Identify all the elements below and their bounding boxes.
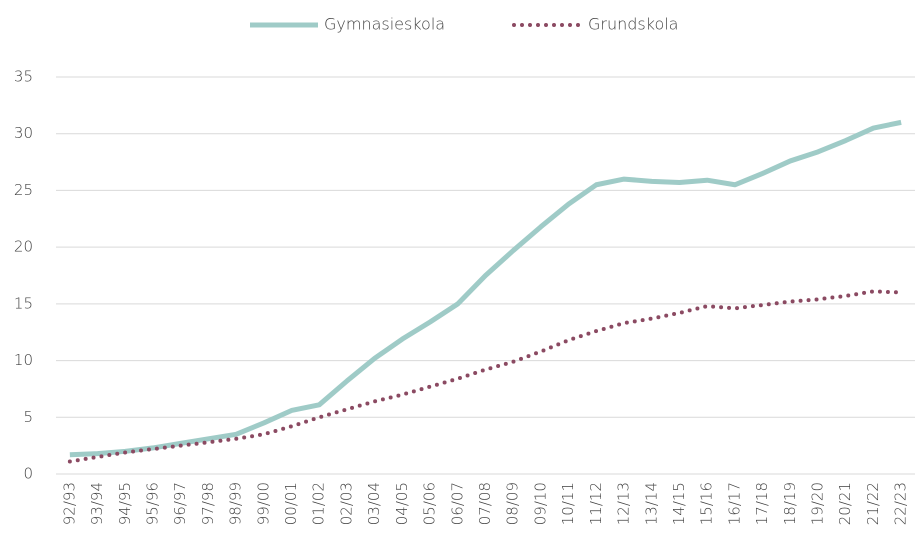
x-tick-label: 99/00 [254, 482, 272, 525]
x-tick-label: 13/14 [642, 482, 660, 525]
x-tick-label: 02/03 [337, 482, 355, 525]
x-tick-label: 11/12 [587, 482, 605, 525]
x-tick-label: 18/19 [781, 482, 799, 525]
x-tick-label: 10/11 [559, 482, 577, 525]
x-tick-label: 97/98 [199, 482, 217, 525]
legend-label: Grundskola [588, 15, 678, 34]
x-tick-label: 07/08 [476, 482, 494, 525]
x-tick-label: 09/10 [531, 482, 549, 525]
x-tick-label: 05/06 [421, 482, 439, 525]
y-tick-label: 30 [14, 124, 33, 142]
x-tick-label: 01/02 [310, 482, 328, 525]
x-tick-label: 19/20 [809, 482, 827, 525]
legend-label: Gymnasieskola [324, 15, 445, 34]
x-tick-label: 98/99 [227, 482, 245, 525]
series-line [69, 119, 902, 458]
x-tick-label: 93/94 [88, 482, 106, 525]
x-tick-label: 14/15 [670, 482, 688, 525]
x-tick-label: 04/05 [393, 482, 411, 525]
x-tick-label: 03/04 [365, 482, 383, 525]
y-tick-label: 0 [23, 465, 33, 483]
x-tick-label: 21/22 [864, 482, 882, 525]
x-tick-label: 95/96 [143, 482, 161, 525]
x-tick-label: 92/93 [60, 482, 78, 525]
y-tick-label: 25 [14, 181, 33, 199]
x-tick-label: 12/13 [615, 482, 633, 525]
x-tick-label: 16/17 [725, 482, 743, 525]
x-tick-label: 20/21 [836, 482, 854, 525]
x-tick-label: 22/23 [892, 482, 910, 525]
y-tick-label: 5 [23, 408, 33, 426]
series-line [67, 289, 904, 464]
y-tick-label: 10 [14, 351, 33, 369]
x-tick-label: 17/18 [753, 482, 771, 525]
x-tick-label: 94/95 [116, 482, 134, 525]
y-tick-label: 15 [14, 294, 33, 312]
x-tick-label: 15/16 [698, 482, 716, 525]
y-tick-label: 35 [14, 68, 33, 86]
x-tick-label: 06/07 [448, 482, 466, 525]
x-tick-label: 00/01 [282, 482, 300, 525]
y-tick-label: 20 [14, 238, 33, 256]
x-tick-label: 08/09 [504, 482, 522, 525]
x-tick-label: 96/97 [171, 482, 189, 525]
